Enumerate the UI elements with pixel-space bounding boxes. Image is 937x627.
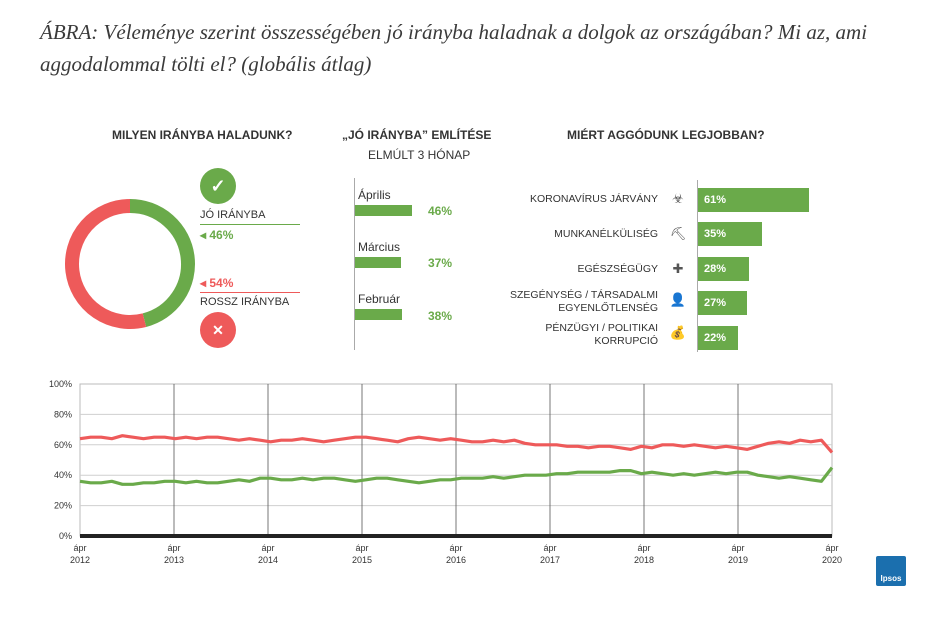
x-tick-year-label: 2019 (728, 555, 748, 565)
worry-bar (698, 222, 762, 246)
donut-slice-good (129, 199, 195, 327)
month-bar (355, 205, 412, 216)
worry-value-label: 28% (704, 263, 727, 275)
x-tick-month-label: ápr (355, 543, 368, 553)
y-tick-label: 40% (54, 470, 72, 480)
donut-slice-bad (65, 199, 147, 329)
month-label: Április (358, 188, 391, 202)
trend-line-chart: 0% 20% 40% 60% 80% 100% ápr 2012 ápr 2013 ápr 2014 á… (49, 379, 842, 565)
x-tick-month-label: ápr (167, 543, 180, 553)
worry-value-label: 61% (704, 194, 727, 206)
worry-label: MUNKANÉLKÜLISÉG (554, 228, 658, 240)
worry-label: PÉNZÜGYI / POLITIKAI KORRUPCIÓ (545, 322, 658, 347)
worry-value-label: 27% (704, 297, 727, 309)
x-tick-month-label: ápr (637, 543, 650, 553)
month-label: Február (358, 292, 401, 306)
month-panel-title: „JÓ IRÁNYBA” EMLÍTÉSE (342, 128, 492, 142)
worry-bar (698, 291, 748, 315)
x-tick-month-label: ápr (261, 543, 274, 553)
bad-direction-label: ROSSZ IRÁNYBA (200, 296, 290, 308)
ipsos-logo: Ipsos (876, 556, 906, 586)
y-tick-label: 100% (49, 379, 72, 389)
bad-value-label: ◂ 54% (200, 276, 234, 290)
donut-chart (65, 199, 195, 329)
x-tick-year-label: 2014 (258, 555, 278, 565)
worry-label: EGÉSZSÉGÜGY (577, 263, 658, 275)
month-bar (355, 309, 403, 320)
worries-title: MIÉRT AGGÓDUNK LEGJOBBAN? (567, 128, 765, 142)
month-label: Március (358, 240, 401, 254)
x-tick-year-label: 2018 (634, 555, 654, 565)
x-tick-month-label: ápr (543, 543, 556, 553)
y-tick-label: 0% (59, 531, 72, 541)
month-value-label: 46% (428, 204, 453, 218)
series-line-good (79, 466, 834, 486)
worry-bar (698, 188, 809, 212)
x-tick-year-label: 2012 (70, 555, 90, 565)
worker-icon: ⛏ (669, 226, 687, 241)
x-tick-year-label: 2020 (822, 555, 842, 565)
good-direction-label: JÓ IRÁNYBA (200, 209, 266, 221)
y-tick-label: 20% (54, 501, 72, 511)
biohazard-icon: ☣ (672, 191, 684, 206)
bad-divider (200, 292, 300, 293)
worries-axis-line (697, 180, 698, 352)
donut-title: MILYEN IRÁNYBA HALADUNK? (112, 128, 293, 142)
month-value-label: 38% (428, 309, 453, 323)
person-icon: 👤 (669, 292, 687, 307)
figure-caption: ÁBRA: Véleménye szerint összességében jó… (40, 20, 868, 76)
x-tick-year-label: 2017 (540, 555, 560, 565)
x-tick-month-label: ápr (731, 543, 744, 553)
cross-icon: ✕ (200, 312, 236, 348)
good-divider (200, 224, 300, 225)
worry-label: KORONAVÍRUS JÁRVÁNY (530, 193, 658, 205)
x-tick-year-label: 2016 (446, 555, 466, 565)
check-icon: ✓ (200, 168, 236, 204)
worry-value-label: 22% (704, 332, 727, 344)
worry-value-label: 35% (704, 228, 727, 240)
x-tick-month-label: ápr (73, 543, 86, 553)
month-value-label: 37% (428, 256, 453, 270)
x-tick-year-label: 2013 (164, 555, 184, 565)
month-bar (355, 257, 401, 268)
x-tick-year-label: 2015 (352, 555, 372, 565)
ambulance-icon: ✚ (672, 261, 684, 276)
y-tick-label: 60% (54, 440, 72, 450)
worry-label: SZEGÉNYSÉG / TÁRSADALMI EGYENLŐTLENSÉG (509, 289, 658, 314)
series-line-bad (79, 434, 834, 454)
y-tick-label: 80% (54, 409, 72, 419)
worry-bar (698, 326, 739, 350)
worry-bar (698, 257, 749, 281)
month-axis-line (354, 178, 355, 350)
good-value-label: ◂ 46% (200, 228, 234, 242)
money-bag-icon: 💰 (669, 325, 687, 340)
x-tick-month-label: ápr (825, 543, 838, 553)
month-panel-subtitle: ELMÚLT 3 HÓNAP (368, 148, 471, 162)
x-tick-month-label: ápr (449, 543, 462, 553)
